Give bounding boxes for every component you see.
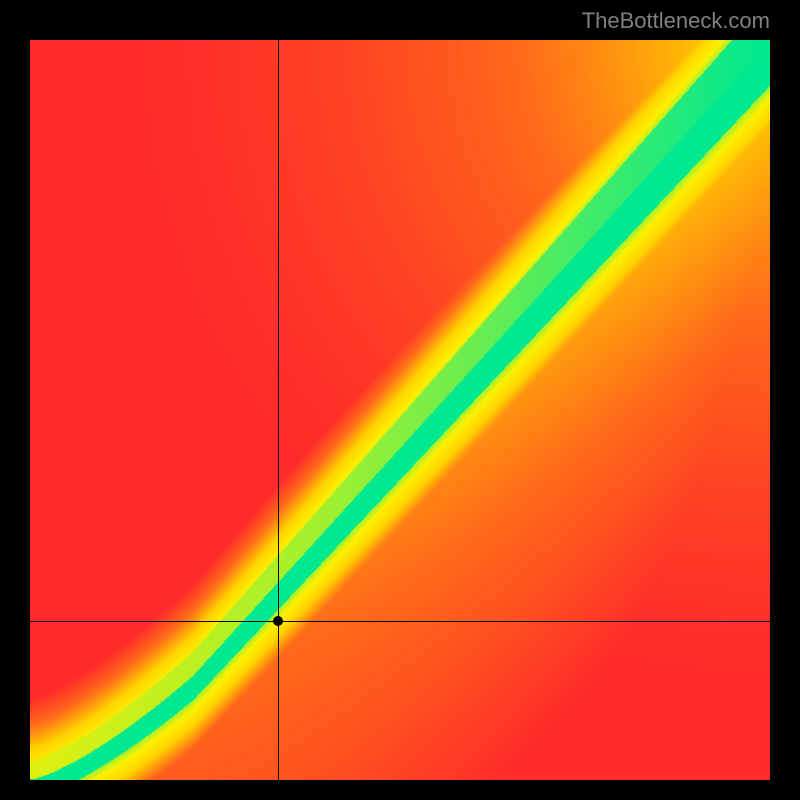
heatmap-chart <box>30 40 770 780</box>
crosshair-vertical <box>278 40 279 780</box>
crosshair-horizontal <box>30 621 770 622</box>
data-point-marker <box>273 616 283 626</box>
attribution-text: TheBottleneck.com <box>582 8 770 34</box>
heatmap-canvas <box>30 40 770 780</box>
